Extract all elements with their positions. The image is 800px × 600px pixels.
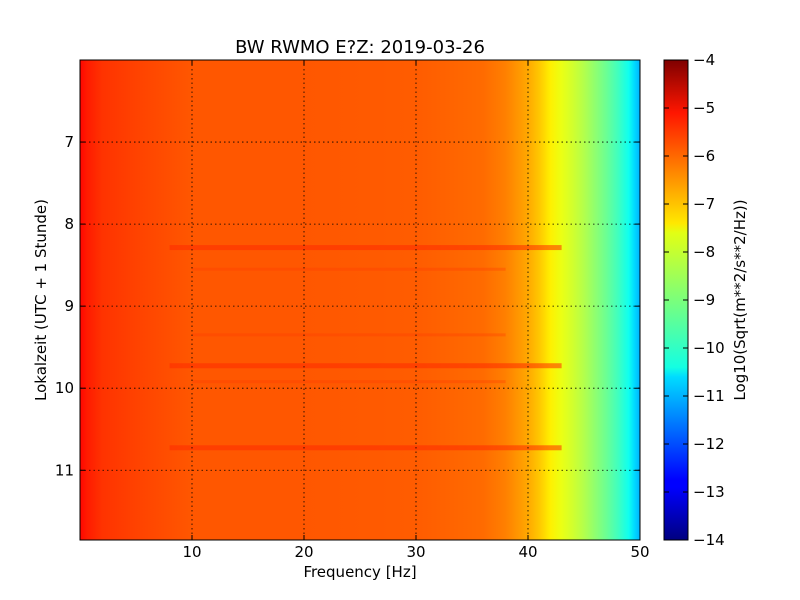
spectrogram-band xyxy=(192,333,506,337)
colorbar-tick-label: −6 xyxy=(693,147,715,165)
x-axis-ticks: 10 20 30 40 50 xyxy=(182,60,650,561)
y-axis-label: Lokalzeit (UTC + 1 Stunde) xyxy=(32,199,50,401)
colorbar-tick-label: −5 xyxy=(693,99,715,117)
grid-lines xyxy=(80,60,640,540)
y-axis-ticks: 7 8 9 10 11 xyxy=(55,133,640,479)
y-tick-label: 8 xyxy=(64,215,74,233)
spectrogram-bands xyxy=(169,245,562,451)
spectrogram-heatmap xyxy=(80,60,640,540)
colorbar-tick-label: −12 xyxy=(693,435,725,453)
x-tick-label: 50 xyxy=(630,543,649,561)
chart-title: BW RWMO E?Z: 2019-03-26 xyxy=(235,37,485,58)
spectrogram-band xyxy=(192,267,506,271)
y-tick-label: 11 xyxy=(55,461,74,479)
colorbar-tick-label: −4 xyxy=(693,51,715,69)
spectrogram-plot xyxy=(80,60,640,540)
x-axis-label: Frequency [Hz] xyxy=(303,563,416,581)
colorbar-tick-label: −10 xyxy=(693,339,725,357)
colorbar-tick-label: −11 xyxy=(693,387,725,405)
spectrogram-band xyxy=(169,245,562,251)
x-tick-label: 30 xyxy=(406,543,425,561)
colorbar-tick-label: −7 xyxy=(693,195,715,213)
spectrogram-band xyxy=(192,380,506,384)
y-tick-label: 9 xyxy=(64,297,74,315)
colorbar-ticks: −4 −5 −6 −7 −8 −9 −10 −11 −12 −13 −14 xyxy=(664,51,725,549)
y-tick-label: 10 xyxy=(55,379,74,397)
colorbar-tick-label: −8 xyxy=(693,243,715,261)
colorbar-tick-label: −14 xyxy=(693,531,725,549)
plot-frame xyxy=(79,59,641,541)
colorbar-label: Log10(Sqrt(m**2/s**2/Hz)) xyxy=(731,199,749,400)
colorbar-tick-label: −9 xyxy=(693,291,715,309)
x-tick-label: 20 xyxy=(294,543,313,561)
colorbar-tick-label: −13 xyxy=(693,483,725,501)
x-tick-label: 10 xyxy=(182,543,201,561)
spectrogram-band xyxy=(169,445,562,451)
y-tick-label: 7 xyxy=(64,133,74,151)
spectrogram-band xyxy=(169,363,562,369)
x-tick-label: 40 xyxy=(518,543,537,561)
